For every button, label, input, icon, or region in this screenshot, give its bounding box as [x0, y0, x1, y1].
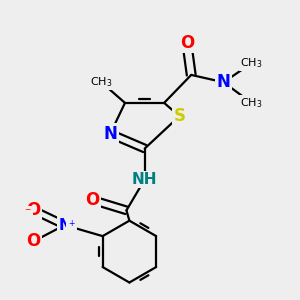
Text: NH: NH	[132, 172, 158, 187]
Text: N: N	[217, 73, 230, 91]
Text: N: N	[103, 125, 117, 143]
Text: O: O	[27, 232, 41, 250]
Text: S: S	[173, 107, 185, 125]
Text: CH$_3$: CH$_3$	[90, 75, 113, 89]
Text: N: N	[58, 218, 71, 232]
Text: O: O	[27, 201, 41, 219]
Text: O: O	[180, 34, 194, 52]
Text: CH$_3$: CH$_3$	[240, 96, 263, 110]
Text: O: O	[85, 191, 100, 209]
Text: $^+$: $^+$	[68, 219, 76, 229]
Text: CH$_3$: CH$_3$	[240, 56, 263, 70]
Text: $^-$: $^-$	[23, 207, 32, 217]
